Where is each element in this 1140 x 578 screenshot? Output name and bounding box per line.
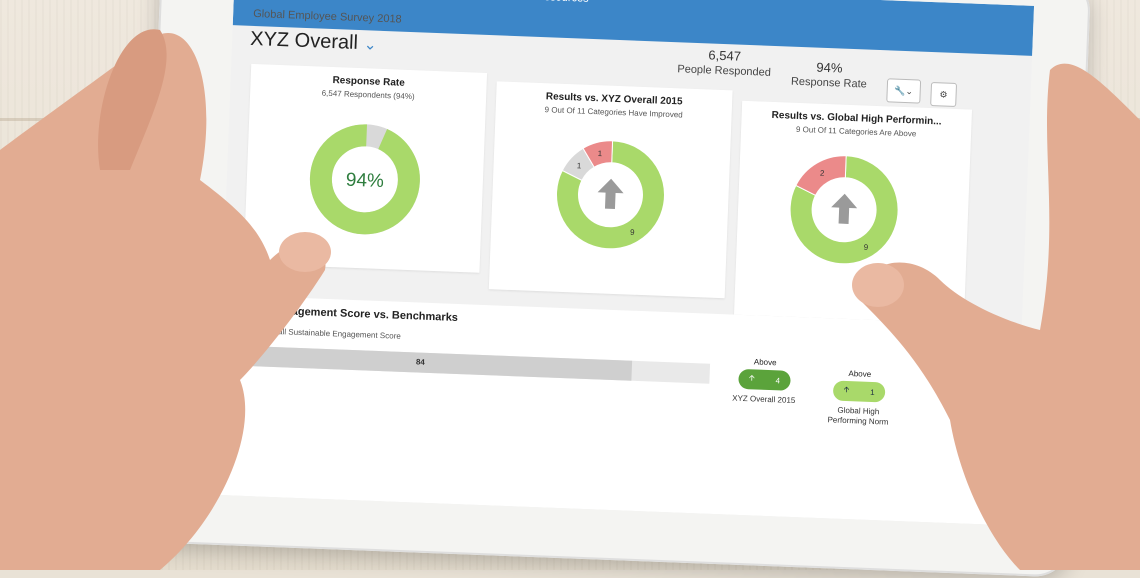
arrow-up-icon: [597, 178, 624, 209]
tablet-device: Actions Resources Global Employee Survey…: [138, 0, 1092, 578]
left-thumb-shadow: [98, 29, 167, 170]
donut-segment-label: 2: [820, 169, 825, 178]
left-hand: [0, 32, 326, 570]
arrow-up-icon: [831, 193, 858, 224]
right-fingertip: [852, 263, 904, 307]
donut-center-label: 94%: [345, 170, 384, 192]
donut-segment: [556, 140, 665, 250]
donut-segment-label: 1: [598, 149, 603, 158]
global-donut: 92: [789, 155, 899, 265]
donut-segment: [795, 155, 847, 197]
results-vs-xyz-card: Results vs. XYZ Overall 2015 9 Out Of 11…: [488, 81, 733, 299]
donut-segment: [582, 140, 614, 168]
tablet-screen: Actions Resources Global Employee Survey…: [214, 0, 1035, 526]
donut-segment: [789, 155, 899, 265]
right-hand: [860, 63, 1140, 570]
donut-response-arc: [309, 124, 420, 235]
xyz-donut: 9 1 1: [556, 140, 665, 250]
results-vs-global-card: Results vs. Global High Performin... 9 O…: [733, 100, 973, 324]
left-fingertip: [279, 232, 331, 272]
donut-segment-label: 9: [630, 228, 635, 237]
response-rate-card: Response Rate 6,547 Respondents (94%) 94…: [243, 63, 488, 273]
donut-segment-label: 9: [864, 243, 869, 252]
donut-segment-label: 1: [577, 161, 582, 170]
response-donut: 94%: [309, 124, 420, 235]
